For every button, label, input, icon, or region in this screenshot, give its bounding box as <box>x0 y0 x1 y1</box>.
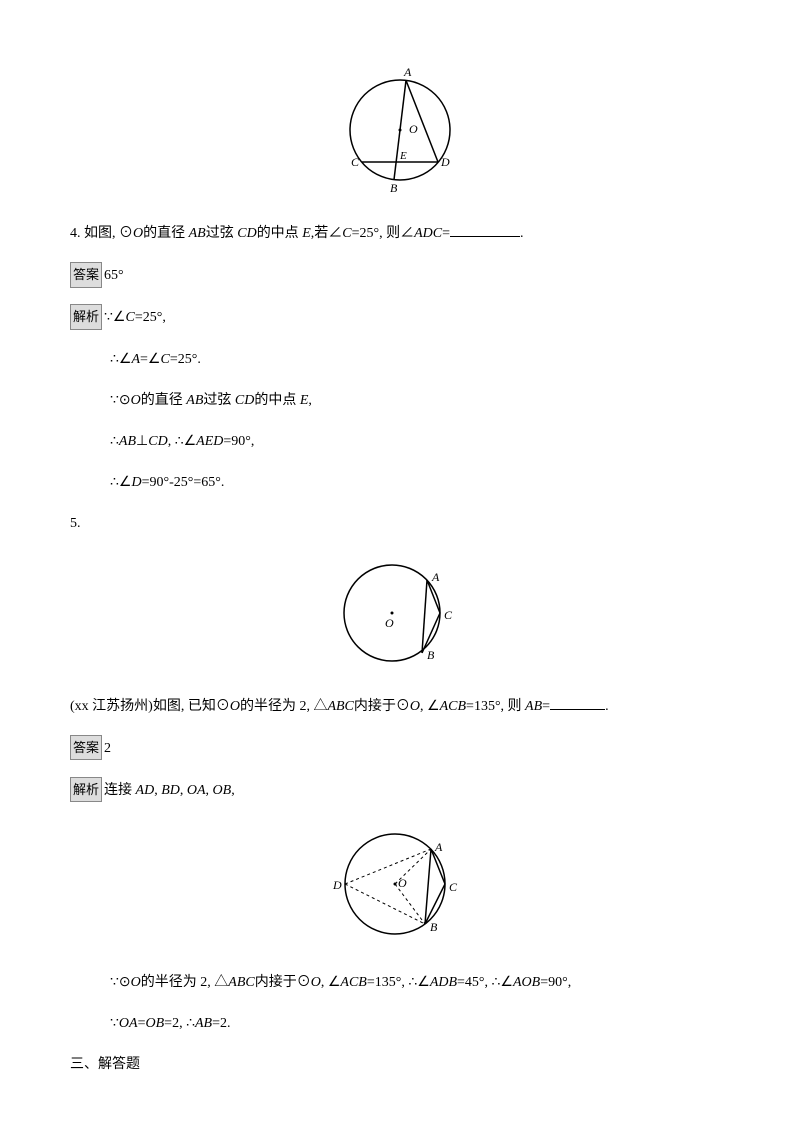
svg-text:O: O <box>385 616 394 630</box>
svg-text:C: C <box>444 608 453 622</box>
svg-text:E: E <box>399 150 407 162</box>
explanation-5-line2: ∵⊙O的半径为 2, △ABC内接于⊙O, ∠ACB=135°, ∴∠ADB=4… <box>70 970 730 995</box>
svg-text:B: B <box>427 648 435 662</box>
question-5: (xx 江苏扬州)如图, 已知⊙O的半径为 2, △ABC内接于⊙O, ∠ACB… <box>70 694 730 719</box>
question-5-number: 5. <box>70 511 730 536</box>
svg-text:A: A <box>434 840 443 854</box>
svg-text:O: O <box>398 876 407 890</box>
explanation-5-line3: ∵OA=OB=2, ∴AB=2. <box>70 1011 730 1036</box>
svg-text:D: D <box>332 878 342 892</box>
explanation-4-line4: ∴AB⊥CD, ∴∠AED=90°, <box>70 429 730 454</box>
explanation-4-line2: ∴∠A=∠C=25°. <box>70 347 730 372</box>
explanation-4-line3: ∵⊙O的直径 AB过弦 CD的中点 E, <box>70 388 730 413</box>
section-3-heading: 三、解答题 <box>70 1052 730 1077</box>
svg-text:D: D <box>440 155 450 169</box>
explanation-4-line5: ∴∠D=90°-25°=65°. <box>70 470 730 495</box>
explanation-4-line1: 解析∵∠C=25°, <box>70 304 730 330</box>
answer-label: 答案 <box>70 262 102 287</box>
figure-q5-explain: O D A B C <box>70 819 730 954</box>
explain-label: 解析 <box>70 304 102 329</box>
svg-text:O: O <box>409 122 418 136</box>
explain-label: 解析 <box>70 777 102 802</box>
svg-text:B: B <box>430 920 438 934</box>
svg-text:C: C <box>351 155 360 169</box>
question-4: 4. 如图, ⊙O的直径 AB过弦 CD的中点 E,若∠C=25°, 则∠ADC… <box>70 221 730 246</box>
answer-label: 答案 <box>70 735 102 760</box>
svg-text:B: B <box>390 181 398 195</box>
svg-text:C: C <box>449 880 458 894</box>
answer-5: 答案2 <box>70 735 730 761</box>
svg-text:A: A <box>403 65 412 79</box>
figure-q5: O A B C <box>70 553 730 678</box>
figure-q4: O A C D B E <box>70 60 730 205</box>
explanation-5-line1: 解析连接 AD, BD, OA, OB, <box>70 777 730 803</box>
answer-4: 答案65° <box>70 262 730 288</box>
svg-text:A: A <box>431 570 440 584</box>
